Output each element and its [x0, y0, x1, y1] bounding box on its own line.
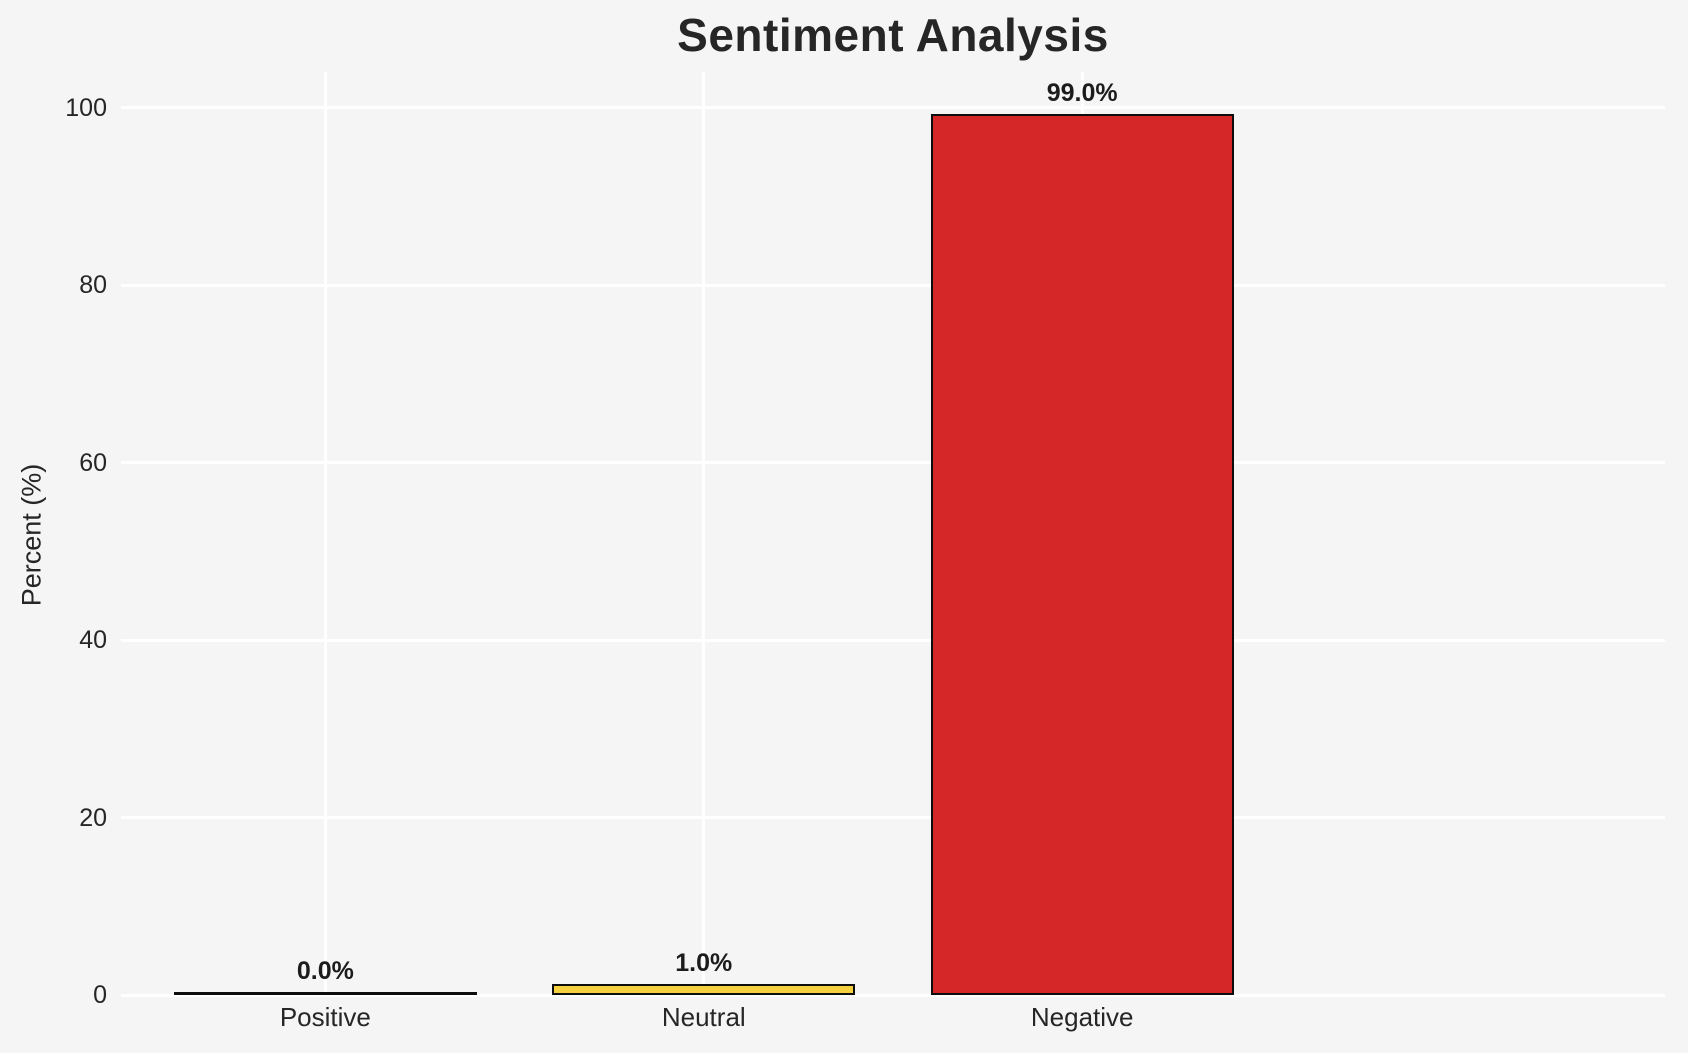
y-tick-label-40: 40 — [79, 626, 107, 654]
plot-area: 0.0% 1.0% 99.0% — [121, 72, 1665, 997]
bar-value-label-neutral: 1.0% — [675, 949, 733, 978]
gridline-horizontal-0 — [121, 993, 1665, 997]
bar-positive — [173, 992, 477, 995]
x-category-label-neutral: Neutral — [661, 1002, 746, 1032]
x-category-label-positive: Positive — [279, 1002, 371, 1032]
gridline-horizontal-80 — [121, 283, 1665, 287]
bar-value-label-negative: 99.0% — [1046, 79, 1118, 108]
y-tick-label-100: 100 — [65, 93, 107, 122]
gridline-horizontal-40 — [121, 638, 1665, 642]
bar-value-label-positive: 0.0% — [296, 957, 354, 985]
gridline-vertical-neutral — [702, 72, 706, 995]
y-axis-label: Percent (%) — [16, 463, 47, 607]
bar-neutral — [552, 984, 856, 995]
y-tick-label-20: 20 — [79, 803, 107, 832]
y-tick-label-60: 60 — [79, 448, 107, 477]
bar-negative — [930, 114, 1234, 995]
x-category-label-negative: Negative — [1030, 1002, 1134, 1032]
gridline-horizontal-100 — [121, 106, 1665, 109]
gridline-vertical-positive — [323, 72, 327, 995]
gridline-horizontal-20 — [121, 816, 1665, 819]
gridline-horizontal-60 — [121, 461, 1665, 464]
y-tick-label-0: 0 — [93, 981, 107, 1009]
chart-title: Sentiment Analysis — [677, 9, 1109, 61]
y-tick-label-80: 80 — [79, 271, 107, 299]
